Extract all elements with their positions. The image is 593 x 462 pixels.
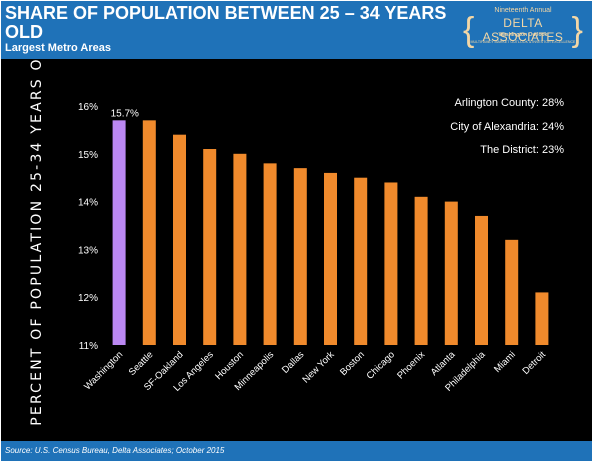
bar-chart: PERCENT OF POPULATION 25-34 YEARS OLD 11… xyxy=(29,59,549,426)
bar-dallas xyxy=(293,168,307,345)
bar-boston xyxy=(354,177,368,345)
y-tick-label: 16% xyxy=(78,102,98,113)
y-tick-label: 12% xyxy=(78,293,98,304)
bar-new-york xyxy=(324,172,337,345)
bar-chicago xyxy=(384,182,398,345)
x-tick-label: Seattle xyxy=(127,349,156,378)
bar-washington xyxy=(112,120,126,345)
bar-atlanta xyxy=(444,201,458,345)
bar-minneapolis xyxy=(263,163,277,345)
x-tick-label: Phoenix xyxy=(395,349,427,381)
callout-alexandria: City of Alexandria: 24% xyxy=(450,121,564,133)
logo-left-bracket-icon: { xyxy=(463,11,475,49)
bar-phoenix xyxy=(414,196,428,345)
footer-bar: Source: U.S. Census Bureau, Delta Associ… xyxy=(1,441,592,461)
chart-subtitle: Largest Metro Areas xyxy=(5,42,111,54)
bar-detroit xyxy=(535,292,549,345)
logo-right-bracket-icon: } xyxy=(571,11,583,49)
bar-miami xyxy=(505,239,519,345)
x-tick-label: Atlanta xyxy=(429,349,458,378)
x-tick-label: New York xyxy=(300,349,336,385)
x-tick-label: Chicago xyxy=(365,349,397,381)
y-tick-label: 15% xyxy=(78,150,98,161)
y-tick-label: 13% xyxy=(78,245,98,256)
y-axis: 11% 12% 13% 14% 15% 16% xyxy=(78,102,98,352)
logo-line-2: DELTA ASSOCIATES xyxy=(482,16,564,44)
y-tick-label: 11% xyxy=(79,341,98,352)
chart-title: SHARE OF POPULATION BETWEEN 25 – 34 YEAR… xyxy=(5,3,447,42)
logo-line-1: Nineteenth Annual xyxy=(494,7,552,14)
bars-group xyxy=(112,120,549,345)
header-bar: SHARE OF POPULATION BETWEEN 25 – 34 YEAR… xyxy=(1,1,592,59)
x-tick-label: Detroit xyxy=(520,349,548,377)
bar-philadelphia xyxy=(475,215,488,345)
bar-seattle xyxy=(142,120,156,345)
callout-district: The District: 23% xyxy=(480,144,564,156)
x-tick-label: Washington xyxy=(82,349,125,392)
data-labels: 15.7% xyxy=(111,108,139,119)
data-label: 15.7% xyxy=(111,108,139,119)
x-tick-label: Miami xyxy=(492,349,518,375)
source-note: Source: U.S. Census Bureau, Delta Associ… xyxy=(5,446,225,455)
y-axis-label: PERCENT OF POPULATION 25-34 YEARS OLD xyxy=(29,59,45,426)
logo-line-3: Washington Outlook xyxy=(498,32,548,38)
bar-los-angeles xyxy=(203,149,217,345)
callout-arlington: Arlington County: 28% xyxy=(454,97,564,109)
x-tick-label: Dallas xyxy=(280,349,307,376)
delta-associates-logo: { Nineteenth Annual DELTA ASSOCIATES Was… xyxy=(463,7,583,53)
bar-houston xyxy=(233,153,247,345)
x-tick-label: Boston xyxy=(338,349,367,378)
logo-line-4: MULTIFAMILY MARKET OUTLOOK & INVESTOR EX… xyxy=(470,40,576,44)
bar-sf-oakland xyxy=(173,134,186,345)
y-tick-label: 14% xyxy=(78,198,98,209)
